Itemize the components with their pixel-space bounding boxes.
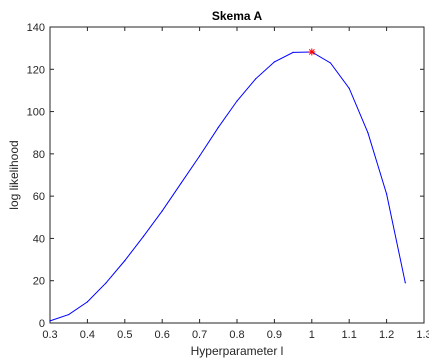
series-point [404, 282, 406, 284]
plot-area [49, 26, 425, 324]
y-tick-label: 100 [27, 107, 45, 119]
series-point [161, 210, 163, 212]
y-tick-label: 80 [33, 149, 45, 161]
series-point [142, 235, 145, 237]
series-point [367, 132, 369, 134]
series-point [217, 126, 219, 129]
series-point [236, 100, 238, 102]
x-tick-label: 0.5 [117, 329, 132, 341]
max-star-marker [308, 48, 316, 56]
y-tick-label: 20 [33, 276, 45, 288]
x-tick-label: 0.7 [192, 329, 207, 341]
series-point [329, 62, 332, 64]
series-point [49, 320, 51, 322]
x-tick-label: 0.4 [80, 329, 95, 341]
y-tick-label: 40 [33, 233, 45, 245]
x-tick-label: 0.6 [155, 329, 170, 341]
y-tick-label: 60 [33, 191, 45, 203]
series-point [348, 87, 350, 89]
series-point [292, 51, 294, 53]
y-tick-label: 120 [27, 64, 45, 76]
x-tick-label: 1.3 [416, 329, 429, 341]
y-axis-label: log likelihood [7, 140, 21, 209]
chart-title: Skema A [212, 9, 263, 23]
x-tick-label: 0.9 [267, 329, 282, 341]
y-tick-label: 140 [27, 22, 45, 34]
series-point [199, 155, 201, 157]
series-point [105, 282, 107, 284]
series-point [386, 193, 388, 195]
x-tick-label: 0.8 [229, 329, 244, 341]
y-tick-label: 0 [39, 318, 45, 330]
series-point [124, 260, 126, 262]
x-tick-label: 1.2 [379, 329, 394, 341]
x-tick-label: 1 [309, 329, 315, 341]
series-point [68, 313, 70, 316]
x-axis-label: Hyperparameter l [191, 344, 284, 358]
series-layer [49, 48, 406, 322]
ticks-layer: 0.3 0.4 0.5 0.6 0.7 0.8 0.9 1 1.1 1.2 1.3 0 20 40 60 80… [27, 22, 429, 341]
x-tick-label: 1.1 [342, 329, 357, 341]
series-point [86, 301, 88, 303]
x-tick-label: 0.3 [42, 329, 57, 341]
series-point [180, 182, 182, 185]
series-point [273, 61, 275, 63]
series-line [49, 51, 406, 322]
series-point [255, 78, 257, 80]
